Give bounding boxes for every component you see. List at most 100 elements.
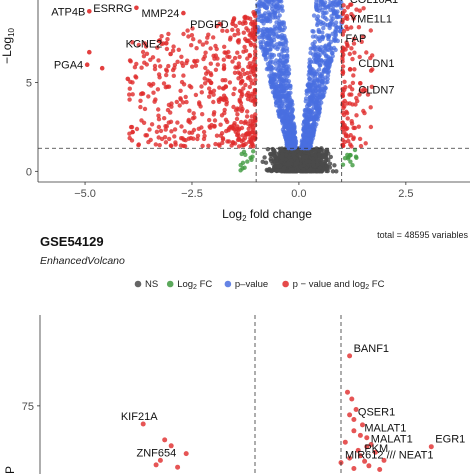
pvalue-point [282,35,287,41]
significant-point [142,106,148,112]
significant-point [151,90,156,95]
pvalue-point [325,73,331,78]
significant-point [351,428,357,434]
significant-point [141,120,147,126]
top-cutoff-lines [38,0,470,182]
significant-point [351,125,356,131]
significant-point [342,439,348,445]
pvalue-point [279,85,285,90]
significant-point [152,63,158,69]
log2fc-point [345,152,350,158]
significant-point [340,102,345,107]
significant-point [252,88,258,93]
log2fc-point [342,156,348,161]
pvalue-point [313,49,318,54]
pvalue-point [260,18,265,24]
significant-point [181,10,186,16]
significant-point [225,119,230,125]
gene-label: PKM [364,443,388,455]
significant-point [343,127,349,132]
pvalue-point [316,54,321,60]
pvalue-point [272,11,277,16]
significant-point [381,457,387,463]
ns-point [324,158,329,163]
significant-point [245,75,251,81]
significant-point [340,10,345,16]
significant-point [340,90,345,95]
legend-label: NS [145,279,158,290]
pvalue-point [263,11,268,16]
significant-point [171,73,176,79]
significant-point [222,44,227,49]
pvalue-point [319,74,324,79]
pvalue-point [332,35,337,41]
significant-point [221,57,226,62]
pvalue-point [277,70,282,76]
pvalue-point [317,35,322,40]
ns-point [324,149,330,154]
pvalue-point [263,46,268,51]
pvalue-point [316,104,321,109]
significant-point [245,15,250,21]
pvalue-point [318,88,323,93]
ns-point [272,159,277,165]
significant-point [184,99,189,105]
significant-point [241,30,246,35]
pvalue-point [289,118,294,123]
pvalue-point [302,143,308,148]
ns-point [324,164,329,169]
significant-point [362,458,368,464]
pvalue-point [281,27,286,33]
significant-point [232,86,237,91]
significant-point [428,444,434,450]
significant-point [84,62,90,67]
bottom-y-axis-label: P [3,466,17,474]
significant-point [355,98,360,104]
significant-point [220,28,225,33]
pvalue-point [256,4,261,9]
significant-point [350,56,355,62]
significant-point [342,79,347,85]
ns-point [310,156,316,162]
pvalue-point [272,24,278,29]
legend-swatch [134,280,142,288]
significant-point [343,85,348,90]
bottom-plot-subtitle: EnhancedVolcano [40,255,125,267]
bottom-cutoff-lines [254,315,342,474]
significant-point [351,417,357,422]
pvalue-point [277,58,283,63]
pvalue-point [310,34,316,39]
significant-point [158,64,163,69]
gene-label: MMP24 [142,8,180,20]
ns-point [279,154,285,159]
significant-point [216,142,222,147]
pvalue-point [330,31,335,36]
ns-point [263,160,269,165]
pvalue-point [326,4,331,9]
pvalue-point [328,39,334,45]
significant-point [356,25,362,30]
gene-label: ATP4B [51,6,85,18]
significant-point [168,51,173,57]
pvalue-point [261,39,266,44]
significant-point [357,432,363,438]
significant-point [169,104,174,109]
significant-point [240,67,246,73]
significant-point [209,80,214,86]
pvalue-point [277,89,283,94]
significant-point [156,135,161,140]
significant-point [351,36,357,42]
significant-point [219,113,225,118]
significant-point [345,42,350,47]
ns-point [334,169,339,174]
significant-point [141,54,147,59]
gene-label: FAP [346,33,367,45]
significant-point [208,61,213,66]
significant-point [248,42,254,48]
significant-point [153,462,159,468]
significant-point [234,126,240,132]
significant-point [361,89,366,94]
significant-point [340,68,345,74]
pvalue-point [286,71,292,76]
